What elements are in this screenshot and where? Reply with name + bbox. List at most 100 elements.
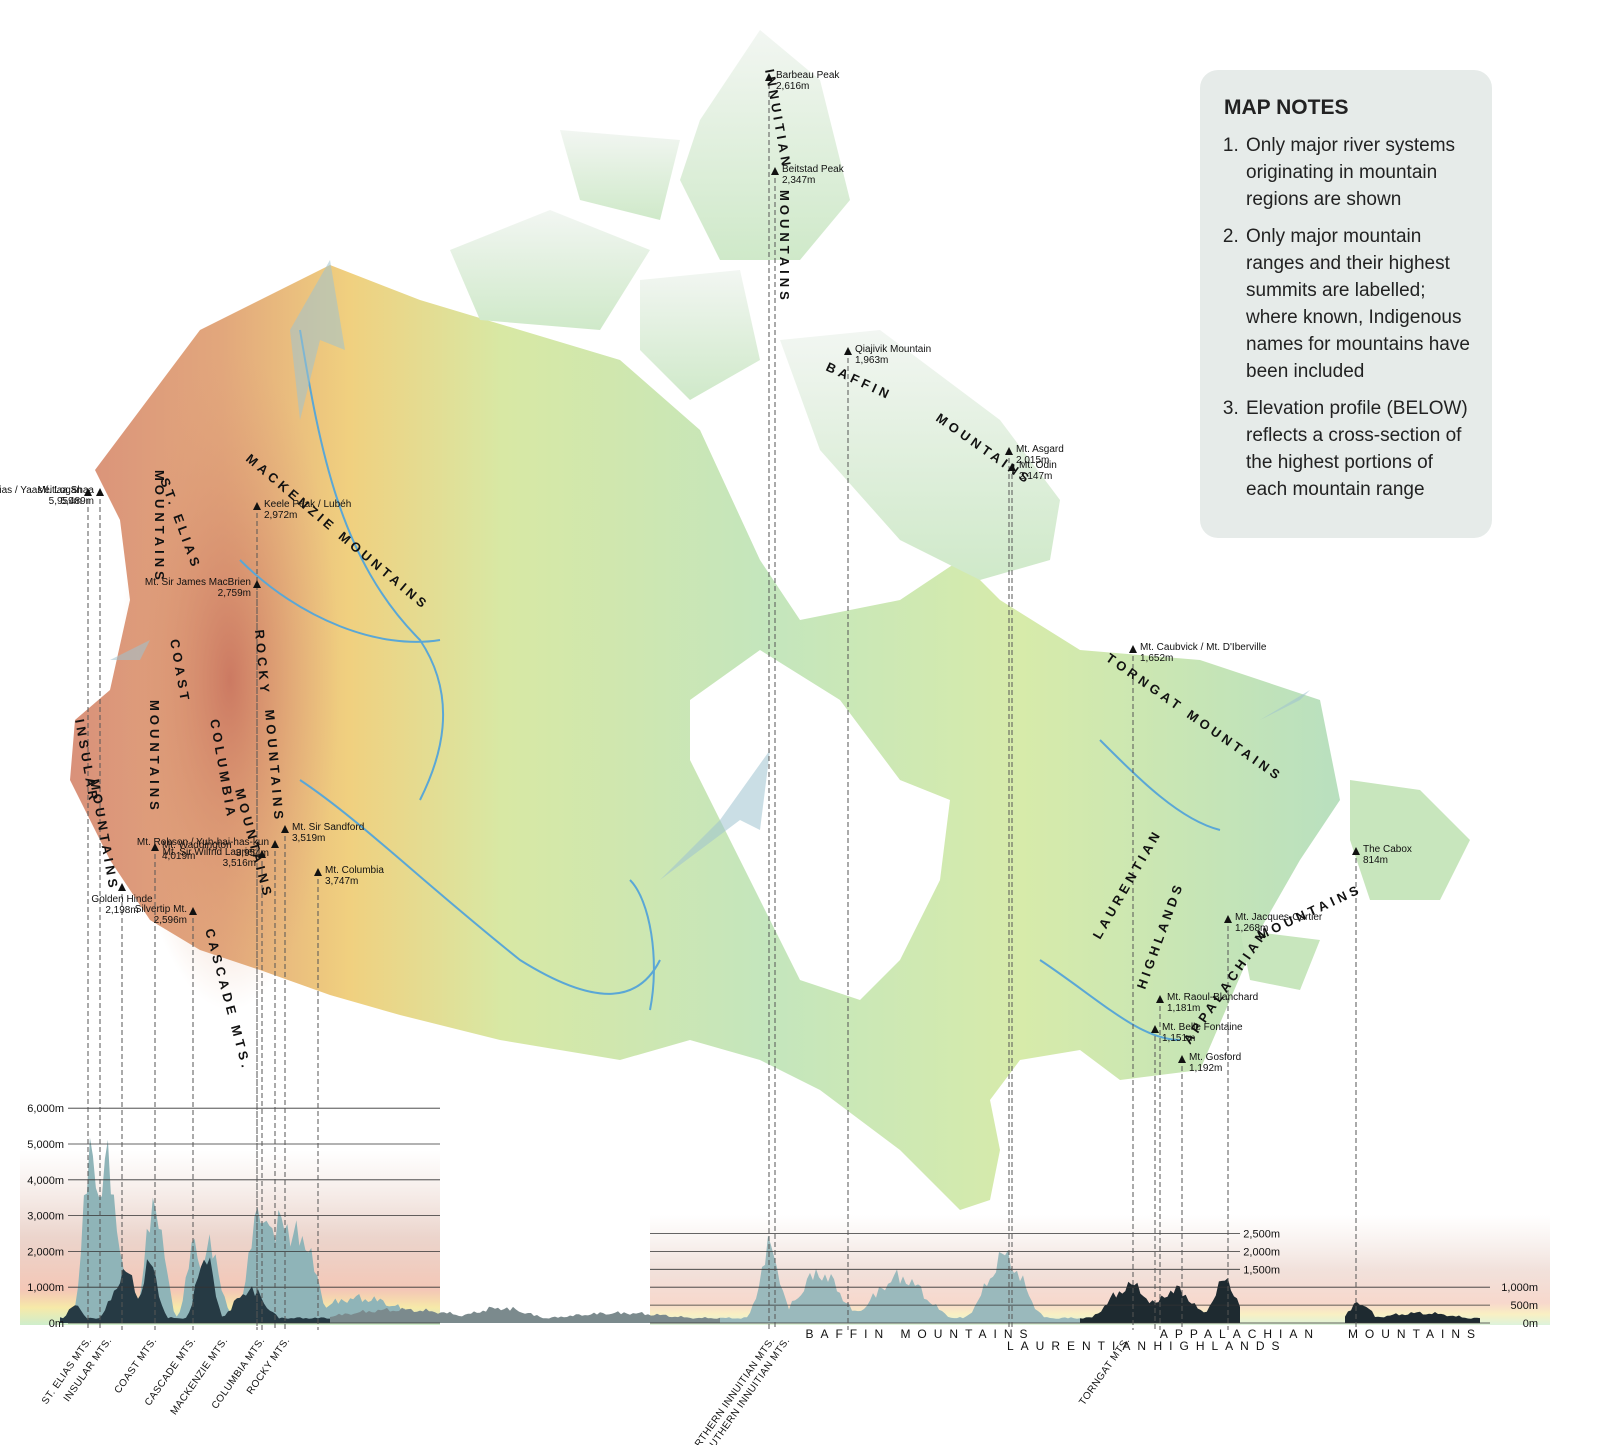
peak-marker [151,843,159,851]
peak-name: Mt. Asgard [1016,444,1064,455]
peak-elevation: 1,268m [1235,923,1268,934]
peak-elevation: 3,516m [223,858,256,869]
peak-marker [271,840,279,848]
peak-name: Mt. Caubvick / Mt. D'Iberville [1140,642,1267,653]
peak-marker [771,167,779,175]
peak-elevation: 1,652m [1140,653,1173,664]
tick-label: 1,500m [1243,1264,1280,1276]
peak-elevation: 1,963m [855,355,888,366]
range-label: MOUNTAINS [152,470,167,584]
tick-label: 1,000m [27,1282,64,1294]
peak-marker [1224,915,1232,923]
peak-marker [1156,995,1164,1003]
peak-elevation: 4,019m [162,851,195,862]
note: Elevation profile (BELOW) reflects a cro… [1244,395,1472,503]
peak-marker [1352,847,1360,855]
range-label: MOUNTAINS [147,700,162,814]
notes-list: Only major river systems originating in … [1224,132,1472,503]
peak-elevation: 2,759m [218,588,251,599]
peak-marker [84,488,92,496]
peak-elevation: 2,015m [1016,455,1049,466]
peak-name: Mt. Robson / Yuh-hai-has-kun [137,837,269,848]
peak-marker [189,907,197,915]
peak-name: Mt. Waddington [162,840,232,851]
peak-marker [1005,447,1013,455]
profile-west-dark [60,1257,330,1323]
note: Only major mountain ranges and their hig… [1244,223,1472,385]
range-label: ROCKY [252,629,273,697]
peak-name: Qiajivik Mountain [855,344,931,355]
peak-name: Barbeau Peak [776,70,840,81]
profile-wide-label: LAURENTIAN [1007,1339,1153,1353]
range-label: MOUNTAINS [777,190,792,304]
peak-name: Mt. Columbia [325,865,384,876]
tick-label: 4,000m [27,1175,64,1187]
tick-label: 3,000m [27,1211,64,1223]
notes-title: MAP NOTES [1224,96,1349,119]
peak-marker [1129,645,1137,653]
tick-label: 2,000m [1243,1246,1280,1258]
peak-elevation: 1,151m [1162,1033,1195,1044]
peak-name: Mt. Jacques-Cartier [1235,912,1323,923]
profile-wide-label: HIGHLANDS [1153,1339,1286,1353]
peak-name: Mt. Sir James MacBrien [145,577,251,588]
peak-elevation: 1,192m [1189,1063,1222,1074]
tick-label: 0m [1523,1318,1538,1330]
peak-elevation: 2,596m [154,915,187,926]
profile-laurentian [1080,1278,1240,1323]
peak-elevation: 2,347m [782,175,815,186]
map-notes: MAP NOTES Only major river systems origi… [1200,70,1492,538]
peak-name: Mt. Raoul-Blanchard [1167,992,1258,1003]
peak-elevation: 2,147m [1019,471,1052,482]
peak-elevation: 814m [1363,855,1388,866]
peak-marker [96,488,104,496]
peak-name: Golden Hinde [91,894,153,905]
peak-name: The Cabox [1363,844,1412,855]
peak-elevation: 5,959m [49,496,82,507]
peak-marker [844,347,852,355]
peak-elevation: 2,616m [776,81,809,92]
note: Only major river systems originating in … [1244,132,1472,213]
profile-wide-label: MOUNTAINS [1348,1327,1482,1341]
profile-lowland [330,1306,720,1323]
peak-marker [258,850,266,858]
tick-label: 2,000m [27,1246,64,1258]
tick-label: 500m [1510,1300,1538,1312]
peak-marker [314,868,322,876]
peak-name: Silvertip Mt. [135,904,187,915]
peak-elevation: 3,954m [236,848,269,859]
peak-name: Keele Peak / Lubéh [264,499,351,510]
peak-name: Mt. Odin [1019,460,1057,471]
tick-label: 0m [49,1318,64,1330]
flow-arrows [110,260,1310,880]
profile-appalachian [1345,1302,1480,1323]
peak-elevation: 3,519m [292,833,325,844]
peak-marker [253,580,261,588]
tick-label: 1,000m [1501,1282,1538,1294]
peak-elevation: 2,198m [105,905,138,916]
tick-label: 6,000m [27,1103,64,1115]
peak-name: Mt. Sir Sandford [292,822,364,833]
peak-name: Beitstad Peak [782,164,845,175]
peak-elevation: 2,972m [264,510,297,521]
profile-wide-label: BAFFIN MOUNTAINS [805,1327,1034,1341]
peak-elevation: 1,181m [1167,1003,1200,1014]
peak-name: Mt. St. Elias / Yaas'éit'aa Shaa [0,485,94,496]
peak-marker [118,883,126,891]
peak-name: Mt. Belle Fontaine [1162,1022,1243,1033]
peak-marker [281,825,289,833]
landmass [70,30,1470,1210]
profile-baffin [720,1235,1080,1323]
peak-elevation: 3,747m [325,876,358,887]
tick-label: 2,500m [1243,1229,1280,1241]
tick-label: 5,000m [27,1139,64,1151]
peak-elevation: 5,489m [61,496,94,507]
peak-marker [1008,463,1016,471]
peak-marker [1151,1025,1159,1033]
peak-name: Mt. Logan [38,485,82,496]
profile-wide-label: APPALACHIAN [1160,1327,1320,1341]
peak-marker [1178,1055,1186,1063]
peak-name: Mt. Gosford [1189,1052,1241,1063]
rivers [239,329,1221,1041]
